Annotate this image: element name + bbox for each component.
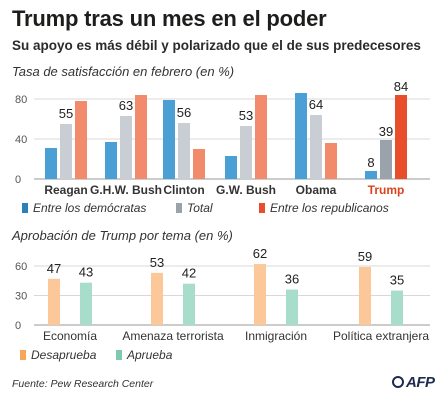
bar-inmigracion-aprueba [286,289,298,325]
data-label: 84 [394,79,408,94]
bar-politica-extranjera-aprueba [391,290,403,325]
bar-economia-aprueba [80,282,92,325]
data-label: 63 [119,98,133,113]
bar-clinton-entre-los-democratas [163,100,175,179]
bar-reagan-total [60,124,72,179]
x-category-label: Inmigración [245,329,307,343]
x-category-label: Reagan [44,183,87,197]
legend-label: Total [187,201,213,215]
bar-trump-entre-los-democratas [365,171,377,179]
legend-swatch-desaprueba [20,350,26,360]
data-label: 36 [285,272,299,287]
legend-label: Aprueba [126,348,173,362]
y-tick-label: 40 [15,134,27,146]
data-label: 55 [59,106,73,121]
x-category-label: Economía [43,329,97,343]
chart-title-approval: Aprobación de Trump por tema (en %) [12,228,233,243]
source-note: Fuente: Pew Research Center [12,378,154,390]
bar-clinton-entre-los-republicanos [193,149,205,179]
bar-g-w-bush-total [240,126,252,179]
y-tick-label: 0 [15,320,21,332]
y-tick-label: 0 [15,174,21,186]
bar-reagan-entre-los-republicanos [75,101,87,179]
x-category-label: G.H.W. Bush [90,183,162,197]
data-label: 47 [47,261,61,276]
x-category-label: Clinton [163,183,204,197]
bar-g-w-bush-entre-los-republicanos [255,95,267,179]
x-category-label: Política extranjera [333,329,429,343]
bar-amenaza-terrorista-desaprueba [151,272,163,325]
data-label: 43 [79,265,93,280]
logo-text: AFP [406,374,435,391]
data-label: 42 [182,266,196,281]
x-category-label: Obama [296,183,337,197]
x-category-label: Amenaza terrorista [122,329,224,343]
bar-clinton-total [178,123,190,179]
bar-obama-total [310,115,322,179]
afp-logo: AFP [392,374,435,391]
legend-swatch-total [176,203,182,213]
globe-icon [392,376,404,388]
bar-amenaza-terrorista-aprueba [183,283,195,325]
bar-trump-entre-los-republicanos [395,95,407,179]
bar-g-h-w-bush-entre-los-republicanos [135,95,147,179]
y-tick-label: 80 [15,94,27,106]
bar-g-w-bush-entre-los-democratas [225,156,237,179]
data-label: 35 [390,273,404,288]
data-label: 53 [239,108,253,123]
bar-inmigracion-desaprueba [254,264,266,325]
page-title: Trump tras un mes en el poder [12,6,327,31]
legend-label: Entre los republicanos [270,201,389,215]
bar-trump-total [380,140,392,179]
data-label: 59 [358,249,372,264]
page-subtitle: Su apoyo es más débil y polarizado que e… [12,38,421,53]
y-tick-label: 60 [15,261,27,273]
y-tick-label: 30 [15,291,27,303]
data-label: 53 [150,255,164,270]
bar-reagan-entre-los-democratas [45,148,57,179]
data-label: 8 [367,155,374,170]
bar-g-h-w-bush-entre-los-democratas [105,142,117,179]
legend-label: Entre los demócratas [33,201,146,215]
data-label: 39 [379,124,393,139]
x-category-label: Trump [368,183,405,197]
x-category-label: G.W. Bush [216,183,276,197]
bar-obama-entre-los-republicanos [325,143,337,179]
data-label: 62 [253,246,267,261]
data-label: 56 [177,105,191,120]
data-label: 64 [309,97,323,112]
legend-swatch-entre-los-republicanos [259,203,265,213]
bar-g-h-w-bush-total [120,116,132,179]
chart-title-satisfaction: Tasa de satisfacción en febrero (en %) [12,64,235,79]
legend-swatch-aprueba [116,350,122,360]
bar-economia-desaprueba [48,278,60,325]
legend-swatch-entre-los-democratas [22,203,28,213]
bar-politica-extranjera-desaprueba [359,266,371,325]
legend-label: Desaprueba [31,348,97,362]
bar-obama-entre-los-democratas [295,93,307,179]
